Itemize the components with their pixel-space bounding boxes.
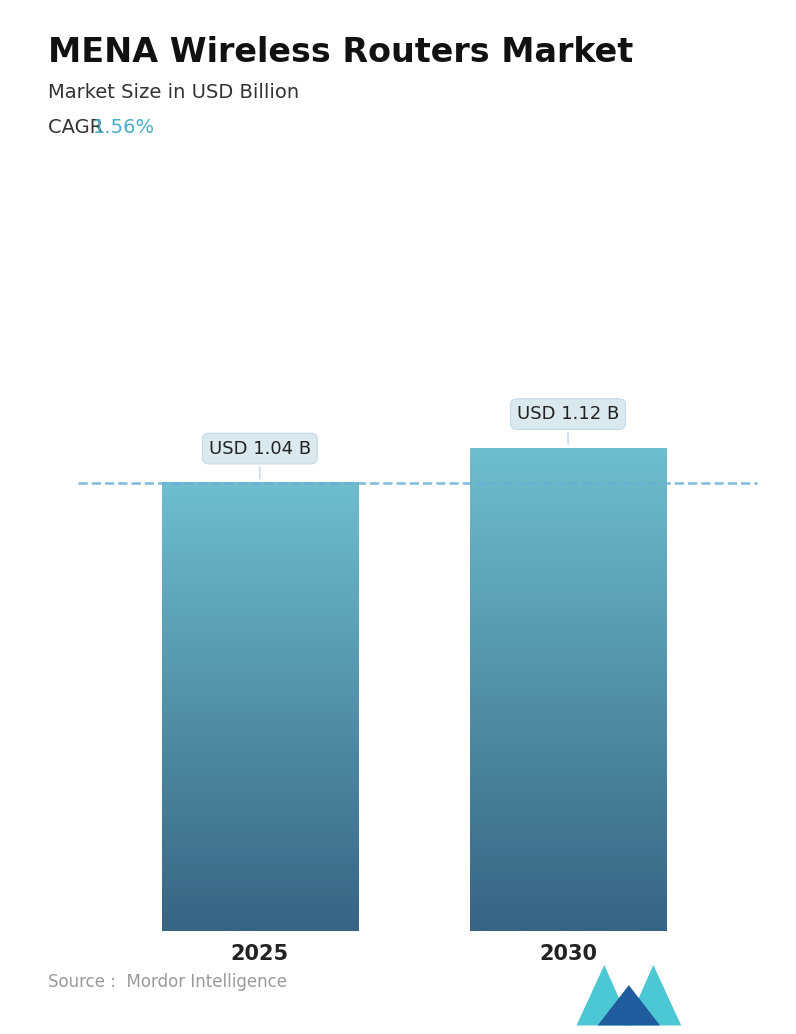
Polygon shape — [626, 965, 681, 1026]
Text: 1.56%: 1.56% — [93, 118, 155, 136]
Text: USD 1.04 B: USD 1.04 B — [209, 439, 311, 479]
Text: CAGR: CAGR — [48, 118, 109, 136]
Text: Market Size in USD Billion: Market Size in USD Billion — [48, 83, 298, 101]
Polygon shape — [598, 985, 660, 1026]
Polygon shape — [576, 965, 631, 1026]
Text: USD 1.12 B: USD 1.12 B — [517, 405, 619, 445]
Text: Source :  Mordor Intelligence: Source : Mordor Intelligence — [48, 973, 287, 991]
Text: MENA Wireless Routers Market: MENA Wireless Routers Market — [48, 36, 633, 69]
